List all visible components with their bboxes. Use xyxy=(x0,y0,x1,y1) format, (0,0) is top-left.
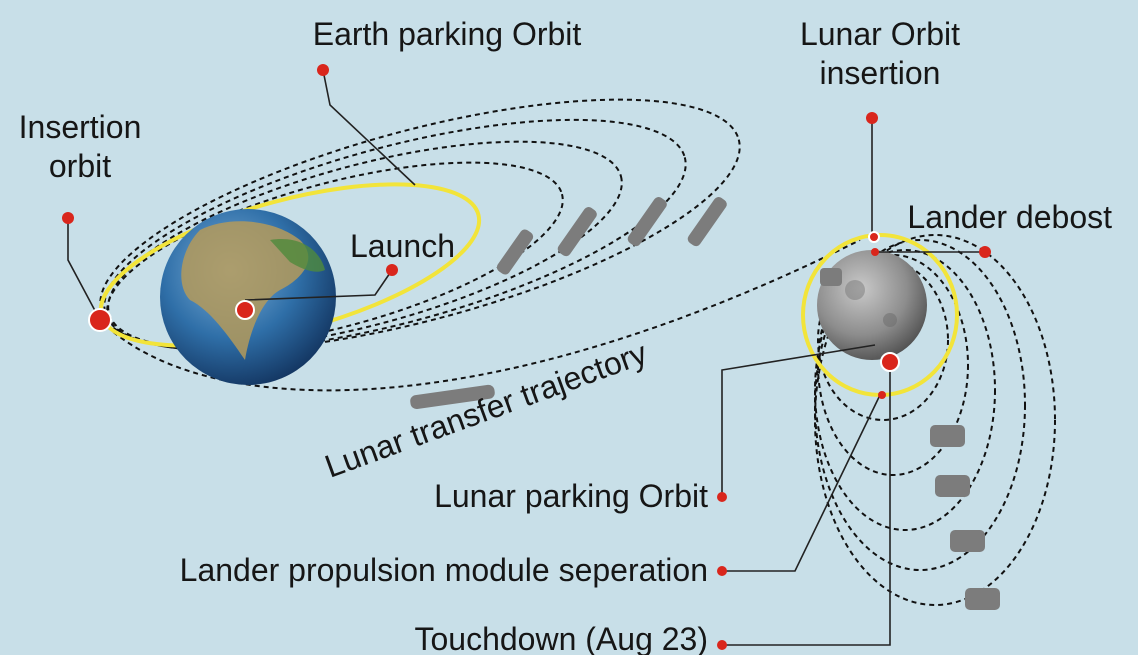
label: insertion xyxy=(820,55,941,91)
moon xyxy=(817,250,927,360)
label: Lander propulsion module seperation xyxy=(180,552,708,588)
page: Earth parking Orbit Lunar Orbit insertio… xyxy=(0,0,1138,655)
diagram: Earth parking Orbit Lunar Orbit insertio… xyxy=(0,0,1138,655)
label: Launch xyxy=(350,228,455,264)
label: Earth parking Orbit xyxy=(313,16,582,52)
label: Lunar parking Orbit xyxy=(434,478,708,514)
label: orbit xyxy=(49,148,111,184)
label: Insertion xyxy=(19,109,142,145)
label: Lander debost xyxy=(907,199,1112,235)
label: Touchdown (Aug 23) xyxy=(414,621,708,655)
label: Lunar Orbit xyxy=(800,16,960,52)
